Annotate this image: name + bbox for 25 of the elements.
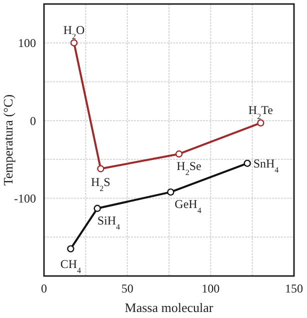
annotation: SnH$_{4}$ (253, 156, 279, 174)
point (167, 188, 174, 196)
x-axis-title: Massa molecular (124, 300, 214, 315)
point (97, 165, 104, 172)
annotation: H$_{2}$O (63, 22, 85, 40)
annotation: H$_{2}$Se (176, 158, 202, 176)
x-tick-label: 150 (285, 282, 303, 296)
annotation: H$_{2}$Te (248, 102, 273, 120)
x-tick-label: 0 (41, 282, 47, 296)
y-tick-label: 100 (18, 36, 36, 50)
y-tick-label: 0 (30, 114, 36, 128)
point (67, 245, 74, 252)
annotation: GeH$_{4}$ (174, 197, 202, 215)
annotation: CH$_{4}$ (60, 256, 82, 274)
annotation: H$_{2}$S (90, 174, 110, 192)
annotation: SiH$_{4}$ (97, 213, 120, 231)
point (257, 119, 264, 127)
point (70, 39, 78, 46)
point (244, 160, 251, 167)
y-axis-title: Temperatura (°C) (0, 94, 16, 186)
x-tick-label: 100 (202, 282, 220, 296)
x-tick-label: 50 (121, 282, 134, 296)
y-tick-label: -100 (14, 192, 36, 206)
point (94, 204, 101, 212)
point (175, 150, 183, 158)
